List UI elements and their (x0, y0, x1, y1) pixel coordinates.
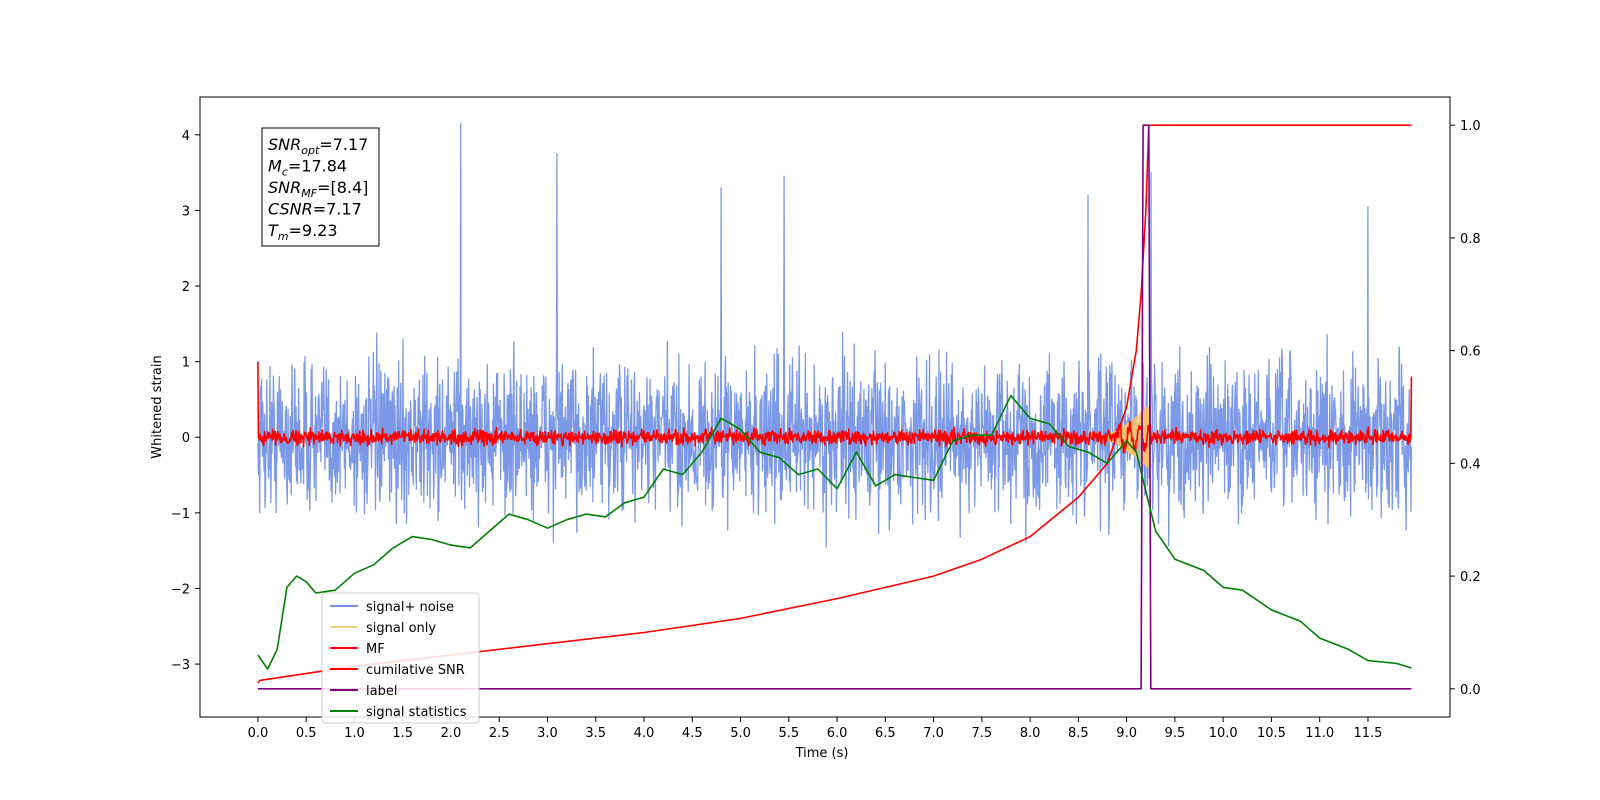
y2-tick-label: 0.0 (1460, 683, 1481, 698)
y-tick-label: 4 (182, 129, 190, 144)
x-tick-label: 2.0 (441, 726, 462, 741)
series-signal-noise (257, 122, 1413, 548)
legend-label: signal statistics (366, 705, 467, 720)
legend-label: cumilative SNR (366, 663, 465, 678)
x-tick-label: 1.5 (392, 726, 413, 741)
x-tick-label: 2.5 (489, 726, 510, 741)
y-tick-label: 1 (182, 356, 190, 371)
x-tick-label: 4.5 (682, 726, 703, 741)
y-axis-label: Whitened strain (150, 355, 165, 458)
legend-label: signal only (366, 621, 436, 636)
y-tick-label: −2 (171, 582, 190, 597)
x-tick-label: 10.0 (1209, 726, 1238, 741)
x-tick-label: 3.5 (585, 726, 606, 741)
y-tick-label: 0 (182, 431, 190, 446)
y-tick-label: −1 (171, 507, 190, 522)
x-axis-label: Time (s) (795, 746, 849, 761)
info-line: Tm=9.23 (268, 221, 338, 243)
x-tick-label: 6.5 (875, 726, 896, 741)
series-mf (257, 361, 1413, 454)
info-line: SNRopt=7.17 (268, 135, 368, 157)
x-tick-label: 5.5 (778, 726, 799, 741)
x-tick-label: 8.0 (1020, 726, 1041, 741)
legend-label: signal+ noise (366, 600, 454, 615)
y2-tick-label: 1.0 (1460, 119, 1481, 134)
x-tick-label: 9.5 (1165, 726, 1186, 741)
y-tick-label: −3 (171, 658, 190, 673)
x-tick-label: 1.0 (344, 726, 365, 741)
plot-frame (199, 96, 1451, 718)
x-tick-label: 3.0 (537, 726, 558, 741)
y-tick-label: 2 (182, 280, 190, 295)
y-axis-right: 0.0 0.2 0.4 0.6 0.8 1.0 (1450, 119, 1481, 698)
x-tick-label: 10.5 (1257, 726, 1286, 741)
info-line: CSNR=7.17 (268, 200, 362, 219)
info-line: Mc=17.84 (268, 157, 347, 179)
y-tick-label: 3 (182, 204, 190, 219)
info-line: SNRMF=[8.4] (268, 178, 368, 200)
legend-label: label (366, 684, 397, 699)
x-tick-label: 0.5 (296, 726, 317, 741)
x-tick-label: 7.5 (972, 726, 993, 741)
x-tick-label: 8.5 (1068, 726, 1089, 741)
y2-tick-label: 0.6 (1460, 345, 1481, 360)
x-tick-label: 0.0 (248, 726, 269, 741)
x-tick-label: 5.0 (730, 726, 751, 741)
x-axis: 0.0 0.5 1.0 1.5 2.0 2.5 3.0 3.5 4.0 4.5 5.0 5.5 6.0 6… (248, 717, 1382, 741)
x-tick-label: 9.0 (1116, 726, 1137, 741)
legend: signal+ noise signal only MF cumilative SNR… (321, 592, 480, 724)
x-tick-label: 6.0 (827, 726, 848, 741)
x-tick-label: 11.0 (1305, 726, 1334, 741)
y2-tick-label: 0.8 (1460, 232, 1481, 247)
y-axis-left: −3 −2 −1 0 1 2 3 4 (171, 129, 200, 673)
series-signal-statistics (257, 394, 1412, 670)
y2-tick-label: 0.2 (1460, 570, 1481, 585)
y2-tick-label: 0.4 (1460, 457, 1481, 472)
series-label (257, 124, 1412, 690)
x-tick-label: 7.0 (923, 726, 944, 741)
legend-label: MF (366, 642, 385, 657)
x-tick-label: 4.0 (634, 726, 655, 741)
x-tick-label: 11.5 (1353, 726, 1382, 741)
